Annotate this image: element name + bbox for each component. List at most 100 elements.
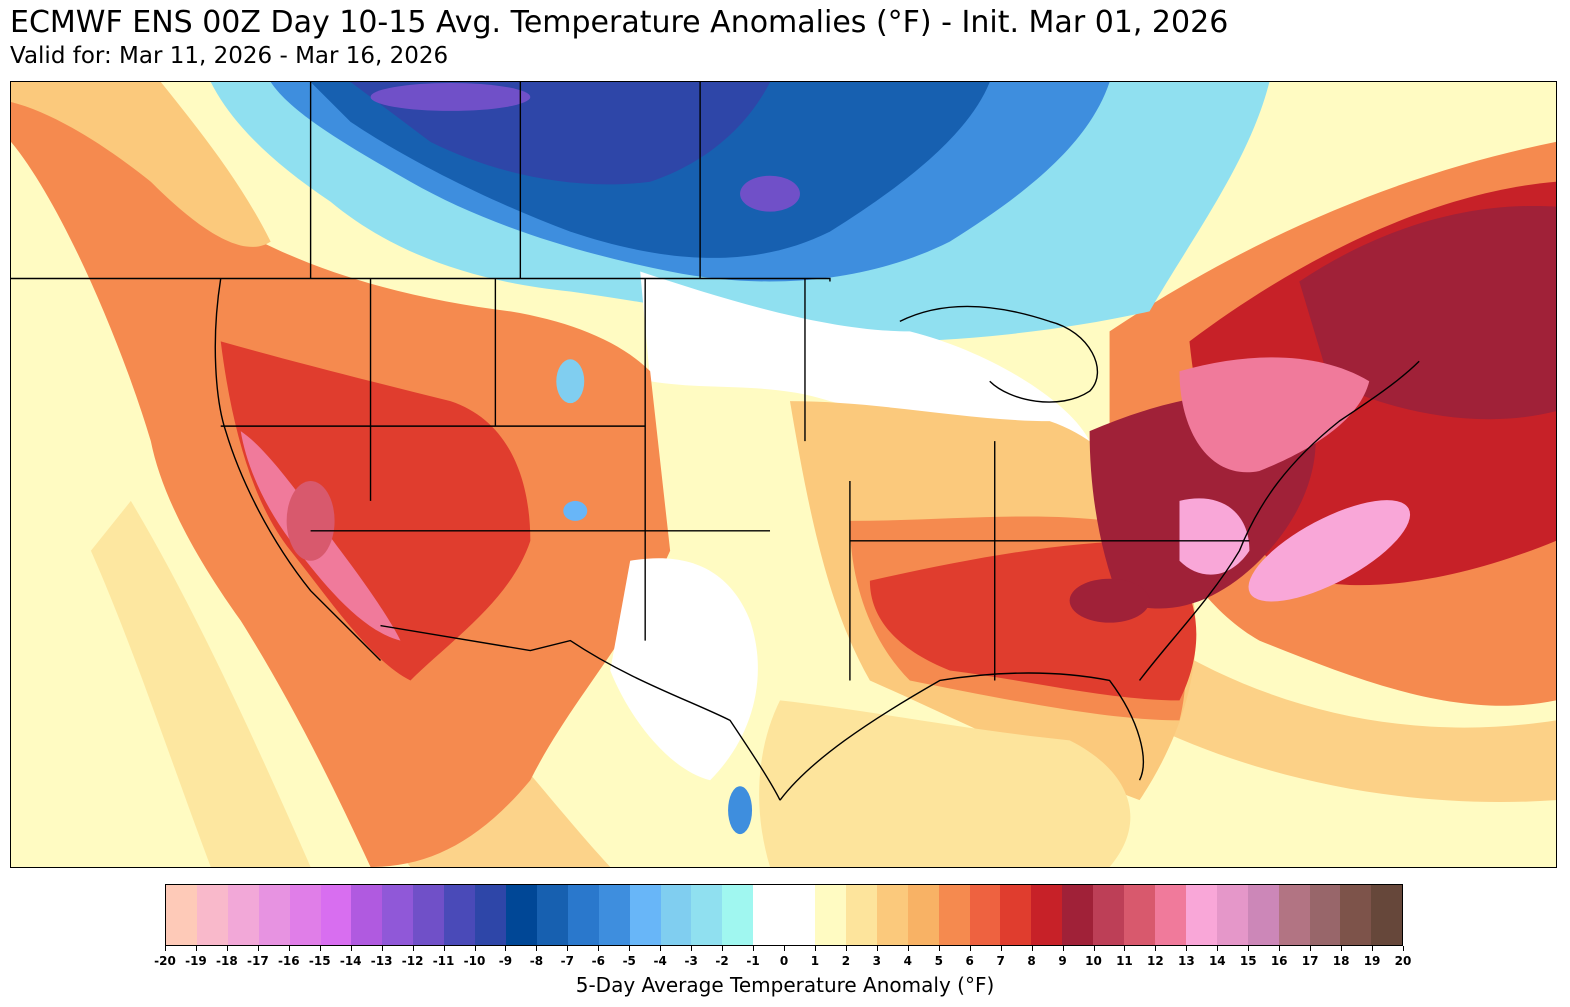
colorbar-swatch (753, 885, 785, 945)
colorbar-tick-mark (1031, 946, 1033, 951)
colorbar-tick-label: -6 (591, 954, 605, 968)
atlantic-outer-warm (1139, 640, 1556, 803)
colorbar-swatch (1124, 885, 1155, 945)
northeast-pink (1179, 357, 1370, 473)
colorbar-tick-mark (165, 946, 166, 951)
colorbar-tick-label: -15 (308, 954, 331, 968)
colorbar-tick-mark (536, 946, 538, 951)
pacific-warm-band-outer (90, 500, 311, 867)
colorbar-tick-mark (1124, 946, 1126, 951)
colorbar-tick-label: -5 (622, 954, 636, 968)
colorbar-tick-mark (1279, 946, 1281, 951)
colorbar-tick-mark (814, 946, 816, 951)
colorbar-swatch (969, 885, 1001, 945)
colorbar-swatch (1155, 885, 1186, 945)
colorbar-tick-mark (195, 946, 197, 951)
colorbar-tick-label: -17 (247, 954, 269, 968)
carolinas-pink (1179, 498, 1250, 575)
colorbar-tick-label: 1 (810, 954, 820, 968)
colorbar-tick-mark (412, 946, 414, 951)
colorbar-swatch (722, 885, 754, 945)
colorbar-tick-mark (938, 946, 940, 951)
colorbar-swatch (907, 885, 939, 945)
colorbar-swatch (1062, 885, 1094, 945)
colorbar-tick-label: -10 (463, 954, 486, 968)
colorbar-tick-label: 12 (1147, 954, 1164, 968)
colorbar-tick-mark (257, 946, 259, 951)
colorbar-tick-label: 17 (1301, 954, 1319, 968)
nevada-hotspot (286, 480, 335, 561)
colorbar-swatch (629, 885, 661, 945)
southeast-hot-core (1069, 578, 1150, 623)
colorbar-tick-mark (567, 946, 569, 951)
colorbar-tick-mark (1341, 946, 1343, 951)
colorbar-tick-label: 4 (903, 954, 912, 968)
gulf-coast (779, 672, 1144, 801)
colorbar-tick-mark (691, 946, 693, 951)
colorbar-tick-label: -18 (216, 954, 238, 968)
colorbar-tick-mark (629, 946, 631, 951)
colorbar-ticks: -20 -19 -18 -17 -16 -15 -14 -13 -12 -11 -10 -9 -8 -7-… (154, 954, 1411, 972)
colorbar-tick-mark (1093, 946, 1095, 951)
colorado-cold-pocket (563, 500, 588, 521)
colorbar-tick-label: 11 (1116, 954, 1133, 968)
colorbar-swatch (536, 885, 568, 945)
chart-subtitle: Valid for: Mar 11, 2026 - Mar 16, 2026 (10, 43, 449, 69)
colorbar-tick-label: 18 (1332, 954, 1350, 968)
colorbar-swatch (413, 885, 445, 945)
colorbar-tick-label: 7 (996, 954, 1005, 968)
colorbar-tick-label: -3 (684, 954, 698, 968)
gulf-warm (759, 700, 1131, 867)
colorbar-tick-mark (1000, 946, 1002, 951)
colorbar-tick-label: -12 (401, 954, 424, 968)
colorbar-tick-label: -11 (432, 954, 455, 968)
colorbar-tick-mark (660, 946, 662, 951)
colorbar-tick-label: -2 (715, 954, 729, 968)
colorbar-swatch (1309, 885, 1341, 945)
canada-purple-core (740, 175, 800, 212)
colorbar-swatch (1000, 885, 1032, 945)
colorbar-tick-label: 14 (1208, 954, 1226, 968)
colorbar-tick-mark (1372, 946, 1374, 951)
colorbar-tick-label: 10 (1085, 954, 1102, 968)
colorbar-swatch (1247, 885, 1279, 945)
colorbar-tick-label: 16 (1270, 954, 1288, 968)
atlantic-pink-streak (1248, 500, 1411, 602)
colorbar-tick-mark (1310, 946, 1312, 951)
colorbar-swatch (876, 885, 908, 945)
colorbar-tick-label: 20 (1394, 954, 1412, 968)
west-coast (214, 278, 382, 662)
colorbar-swatch (258, 885, 290, 945)
colorbar-tick-mark (1186, 946, 1188, 951)
atlantic-maroon-region (1299, 205, 1556, 420)
colorbar-tick-mark (1155, 946, 1157, 951)
mexico-cold-pocket (728, 786, 753, 835)
colorbar-tick-label: -16 (277, 954, 300, 968)
colorbar-tick-mark (845, 946, 847, 951)
colorbar-tick-mark (226, 946, 228, 951)
chart-title: ECMWF ENS 00Z Day 10-15 Avg. Temperature… (10, 5, 1229, 40)
colorbar-swatch (660, 885, 692, 945)
colorbar-tick-label: 2 (841, 954, 851, 968)
canada-purple-north (370, 82, 531, 111)
colorbar-tick-label: 19 (1363, 954, 1381, 968)
colorbar-tick-label: 3 (872, 954, 882, 968)
colorbar-tick-label: -20 (154, 954, 176, 968)
colorbar-swatch (444, 885, 476, 945)
colorbar-tick-mark (319, 946, 321, 951)
colorbar-swatch (1371, 885, 1403, 945)
colorbar-swatch (1340, 885, 1372, 945)
colorbar-tick-mark (907, 946, 909, 951)
mexico-border (380, 624, 781, 801)
colorbar-tick-mark (753, 946, 755, 951)
colorbar-tick-label: -19 (185, 954, 207, 968)
colorbar-tick-label: 8 (1027, 954, 1036, 968)
colorbar-swatch (1278, 885, 1310, 945)
colorbar-tick-mark (598, 946, 600, 951)
temperature-anomaly-map (10, 81, 1557, 868)
colorbar-tick-label: -4 (653, 954, 667, 968)
colorbar-tick-label: -14 (339, 954, 362, 968)
colorbar-tick-label: -1 (746, 954, 760, 968)
colorbar-tick-mark (505, 946, 507, 951)
colorbar-tick-label: 9 (1058, 954, 1067, 968)
